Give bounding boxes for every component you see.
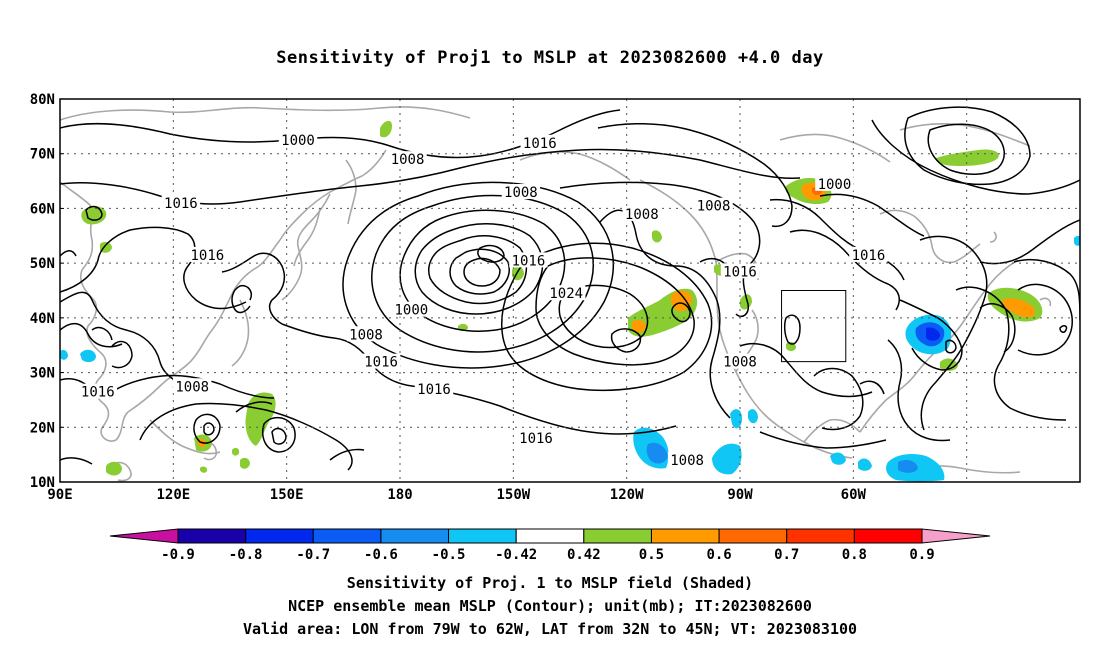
map-area: 1000 1008 1016 1008 1008 1008 1000 1016 1016 1016… <box>30 92 1081 503</box>
contour-label: 1008 <box>697 199 731 215</box>
contour-label: 1000 <box>394 303 428 319</box>
colorbar-swatch <box>786 528 855 544</box>
lat-tick-label: 20N <box>30 420 55 436</box>
lon-tick-label: 90W <box>727 487 753 503</box>
lat-tick-label: 60N <box>30 201 55 217</box>
mslp-contours <box>60 106 1080 471</box>
lon-tick-label: 150W <box>496 487 530 503</box>
colorbar-swatch <box>853 528 923 544</box>
lon-tick-label: 180 <box>387 487 412 503</box>
colorbar-tick-label: -0.9 <box>161 547 195 563</box>
colorbar-tick-label: 0.9 <box>909 547 934 563</box>
lon-tick-label: 120W <box>610 487 644 503</box>
contour-label: 1008 <box>723 355 757 371</box>
colorbar-tick-label: 0.42 <box>567 547 601 563</box>
caption-shading: Sensitivity of Proj. 1 to MSLP field (Sh… <box>346 574 754 592</box>
lat-tick-label: 50N <box>30 256 55 272</box>
latitude-axis: 80N 70N 60N 50N 40N 30N 20N 10N <box>30 92 64 491</box>
contour-label: 1016 <box>523 136 557 152</box>
contour-label: 1000 <box>281 133 315 149</box>
lat-tick-label: 80N <box>30 92 55 108</box>
contour-label: 1016 <box>417 382 451 398</box>
contour-label: 1008 <box>175 379 209 395</box>
lon-tick-label: 90E <box>47 487 72 503</box>
colorbar-tick-label: -0.5 <box>432 547 466 563</box>
longitude-axis: 90E 120E 150E 180 150W 120W 90W 60W <box>47 487 866 503</box>
map-frame <box>59 98 1081 483</box>
contour-label: 1008 <box>349 327 383 343</box>
colorbar-swatch <box>380 528 450 544</box>
lat-tick-label: 40N <box>30 311 55 327</box>
lat-tick-label: 10N <box>30 475 55 491</box>
lon-tick-label: 150E <box>270 487 304 503</box>
colorbar-tick-label: -0.7 <box>296 547 330 563</box>
lon-tick-label: 120E <box>156 487 190 503</box>
contour-label: 1016 <box>164 196 198 212</box>
colorbar-swatch <box>177 528 247 544</box>
colorbar-tick-label: -0.8 <box>229 547 263 563</box>
colorbar-tick-label: -0.6 <box>364 547 398 563</box>
colorbar-swatch <box>650 528 720 544</box>
map-title: Sensitivity of Proj1 to MSLP at 20230826… <box>276 48 824 68</box>
colorbar-tick-label: -0.42 <box>495 547 537 563</box>
colorbar-swatch <box>245 528 314 544</box>
colorbar-swatch <box>448 528 517 544</box>
lon-tick-label: 60W <box>841 487 867 503</box>
contour-label: 1016 <box>190 248 224 264</box>
valid-area-box <box>781 290 847 363</box>
contour-label: 1008 <box>504 185 538 201</box>
contour-labels: 1000 1008 1016 1008 1008 1008 1000 1016 1016 1016… <box>78 132 888 469</box>
lat-tick-label: 70N <box>30 147 55 163</box>
lat-tick-label: 30N <box>30 366 55 382</box>
colorbar-tick-label: 0.8 <box>842 547 867 563</box>
contour-label: 1016 <box>852 248 886 264</box>
caption-contour: NCEP ensemble mean MSLP (Contour); unit(… <box>288 597 812 615</box>
caption-valid-area: Valid area: LON from 79W to 62W, LAT fro… <box>242 620 858 638</box>
colorbar-tick-label: 0.6 <box>706 547 731 563</box>
colorbar-low-arrow <box>109 528 179 544</box>
contour-label: 1008 <box>670 453 704 469</box>
colorbar-swatch <box>312 528 382 544</box>
contour-label: 1008 <box>391 152 425 168</box>
contour-label: 1008 <box>625 207 659 223</box>
colorbar-tick-label: 0.5 <box>639 547 664 563</box>
colorbar-swatch <box>718 528 788 544</box>
contour-label: 1016 <box>81 385 115 401</box>
colorbar-swatch <box>515 528 585 544</box>
contour-label: 1016 <box>519 431 553 447</box>
colorbar: -0.9 -0.8 -0.7 -0.6 -0.5 -0.42 0.42 0.5 0.6 0.7 0.… <box>109 528 991 563</box>
contour-label: 1024 <box>549 286 583 302</box>
contour-label: 1016 <box>364 355 398 371</box>
contour-label: 1000 <box>818 177 852 193</box>
colorbar-high-arrow <box>921 528 991 544</box>
contour-label: 1016 <box>512 253 546 269</box>
colorbar-swatch <box>583 528 652 544</box>
contour-label: 1016 <box>723 264 757 280</box>
colorbar-tick-label: 0.7 <box>774 547 799 563</box>
